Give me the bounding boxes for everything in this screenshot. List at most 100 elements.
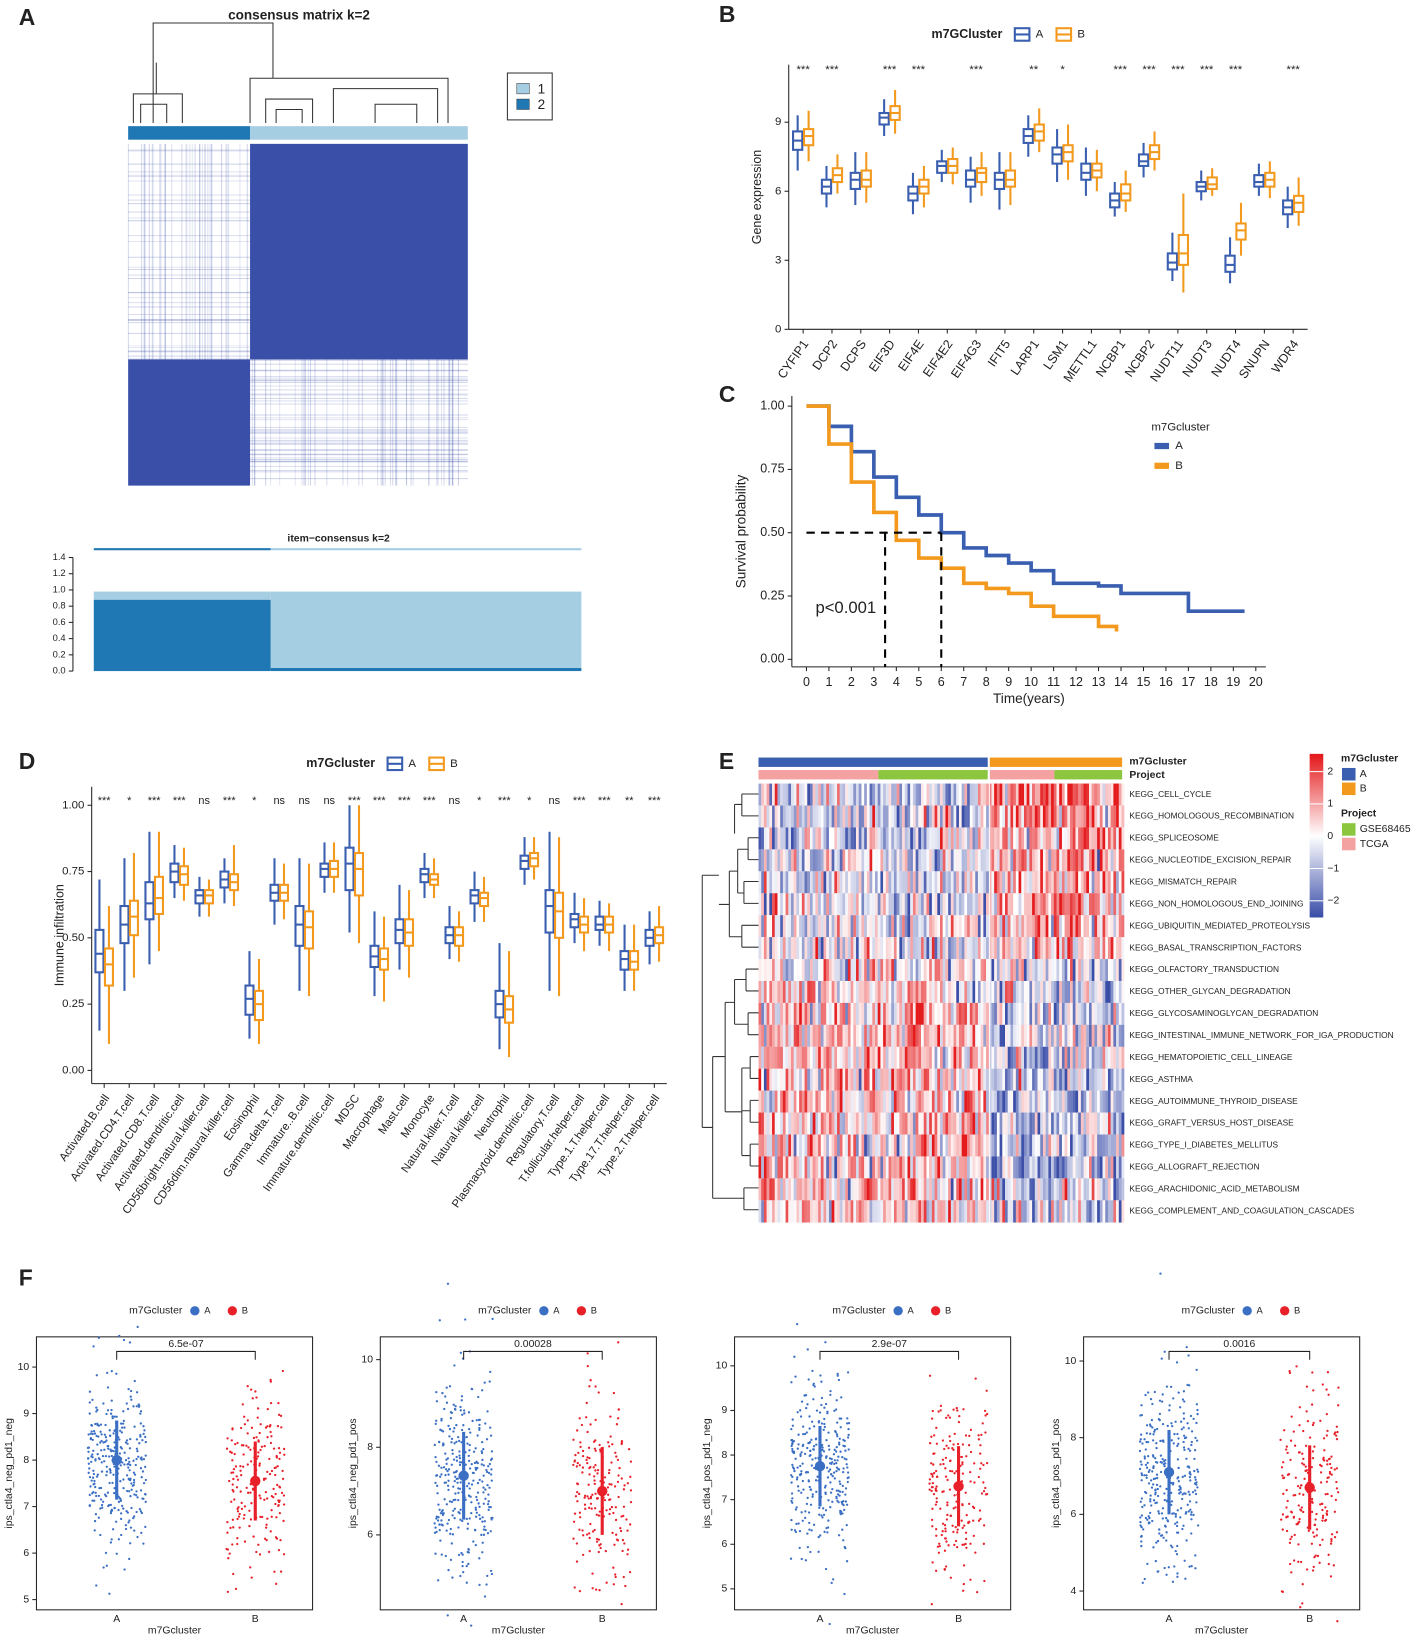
heatmap-texture bbox=[761, 1113, 764, 1135]
heatmap-texture bbox=[935, 915, 938, 937]
heatmap-texture bbox=[899, 1003, 902, 1025]
heatmap-texture bbox=[1000, 1025, 1003, 1047]
heatmap-texture bbox=[788, 915, 791, 937]
heatmap-texture bbox=[1097, 1091, 1100, 1113]
heatmap-texture bbox=[805, 981, 808, 1003]
heatmap-texture bbox=[991, 937, 994, 959]
jitter-point bbox=[624, 1585, 626, 1587]
jitter-point bbox=[452, 1486, 454, 1488]
heatmap-texture bbox=[875, 827, 878, 849]
heatmap-texture bbox=[764, 1025, 767, 1047]
mean-point bbox=[597, 1486, 607, 1496]
heatmap-texture bbox=[1111, 1025, 1114, 1047]
jitter-point bbox=[264, 1538, 266, 1540]
heatmap-texture bbox=[1056, 849, 1059, 871]
heatmap-texture bbox=[783, 981, 786, 1003]
heatmap-texture bbox=[829, 1003, 832, 1025]
heatmap-texture bbox=[932, 915, 935, 937]
heatmap-texture bbox=[1019, 806, 1022, 828]
heatmap-texture bbox=[937, 893, 940, 915]
jitter-point bbox=[447, 1480, 449, 1482]
heatmap-texture bbox=[1111, 849, 1114, 871]
heatmap-texture bbox=[932, 1178, 935, 1200]
heatmap-texture bbox=[759, 849, 762, 871]
jitter-point bbox=[266, 1436, 268, 1438]
jitter-point bbox=[594, 1469, 596, 1471]
heatmap-texture bbox=[1038, 1091, 1041, 1113]
jitter-point bbox=[94, 1520, 96, 1522]
heatmap-texture bbox=[973, 827, 976, 849]
heatmap-texture bbox=[1019, 981, 1022, 1003]
heatmap-texture bbox=[1002, 1025, 1005, 1047]
heatmap-texture bbox=[991, 871, 994, 893]
heatmap-texture bbox=[1024, 1135, 1027, 1157]
heatmap-texture bbox=[1105, 937, 1108, 959]
heatmap-texture bbox=[1013, 871, 1016, 893]
heatmap-texture bbox=[948, 849, 951, 871]
heatmap-texture bbox=[1051, 1025, 1054, 1047]
jitter-point bbox=[574, 1459, 576, 1461]
heatmap-texture bbox=[867, 849, 870, 871]
heatmap-texture bbox=[848, 1047, 851, 1069]
jitter-point bbox=[270, 1435, 272, 1437]
jitter-point bbox=[110, 1409, 112, 1411]
heatmap-texture bbox=[875, 1113, 878, 1135]
heatmap-texture bbox=[975, 871, 978, 893]
heatmap-texture bbox=[880, 959, 883, 981]
heatmap-texture bbox=[1024, 1003, 1027, 1025]
heatmap-texture bbox=[991, 981, 994, 1003]
jitter-point bbox=[790, 1529, 792, 1531]
heatmap-texture bbox=[1010, 827, 1013, 849]
heatmap-texture bbox=[1008, 1178, 1011, 1200]
jitter-point bbox=[928, 1482, 930, 1484]
heatmap-texture bbox=[1070, 784, 1073, 806]
heatmap-texture bbox=[1084, 1091, 1087, 1113]
heatmap-texture bbox=[780, 1025, 783, 1047]
heatmap-texture bbox=[956, 827, 959, 849]
heatmap-texture bbox=[1105, 1003, 1108, 1025]
heatmap-texture bbox=[1070, 1047, 1073, 1069]
heatmap-texture bbox=[780, 893, 783, 915]
jitter-point bbox=[269, 1473, 271, 1475]
jitter-point bbox=[278, 1485, 280, 1487]
jitter-point bbox=[819, 1411, 821, 1413]
heatmap-texture bbox=[777, 915, 780, 937]
heatmap-texture bbox=[1070, 1069, 1073, 1091]
heatmap-texture bbox=[772, 1047, 775, 1069]
heatmap-texture bbox=[986, 981, 989, 1003]
heatmap-texture bbox=[786, 1113, 789, 1135]
heatmap-texture bbox=[842, 893, 845, 915]
heatmap-texture bbox=[945, 849, 948, 871]
jitter-point bbox=[801, 1462, 803, 1464]
heatmap-texture bbox=[1046, 871, 1049, 893]
consensus-block bbox=[250, 144, 468, 360]
jitter-point bbox=[89, 1494, 91, 1496]
jitter-point bbox=[448, 1435, 450, 1437]
heatmap-texture bbox=[1035, 937, 1038, 959]
heatmap-texture bbox=[1067, 806, 1070, 828]
jitter-point bbox=[840, 1417, 842, 1419]
heatmap-texture bbox=[975, 893, 978, 915]
heatmap-texture bbox=[921, 827, 924, 849]
jitter-point bbox=[808, 1378, 810, 1380]
heatmap-texture bbox=[767, 784, 770, 806]
row-label: KEGG_GRAFT_VERSUS_HOST_DISEASE bbox=[1129, 1118, 1294, 1128]
significance-label: *** bbox=[498, 795, 512, 807]
heatmap-texture bbox=[1054, 1003, 1057, 1025]
heatmap-texture bbox=[824, 893, 827, 915]
heatmap-texture bbox=[883, 893, 886, 915]
heatmap-texture bbox=[1097, 1069, 1100, 1091]
heatmap-texture bbox=[1078, 915, 1081, 937]
heatmap-texture bbox=[802, 806, 805, 828]
jitter-point bbox=[283, 1454, 285, 1456]
heatmap-texture bbox=[902, 959, 905, 981]
heatmap-texture bbox=[1038, 981, 1041, 1003]
heatmap-texture bbox=[1016, 1135, 1019, 1157]
heatmap-texture bbox=[880, 827, 883, 849]
significance-bracket bbox=[464, 1351, 603, 1359]
heatmap-texture bbox=[764, 1003, 767, 1025]
jitter-point bbox=[594, 1464, 596, 1466]
heatmap-texture bbox=[886, 849, 889, 871]
heatmap-texture bbox=[826, 1003, 829, 1025]
jitter-point bbox=[623, 1506, 625, 1508]
